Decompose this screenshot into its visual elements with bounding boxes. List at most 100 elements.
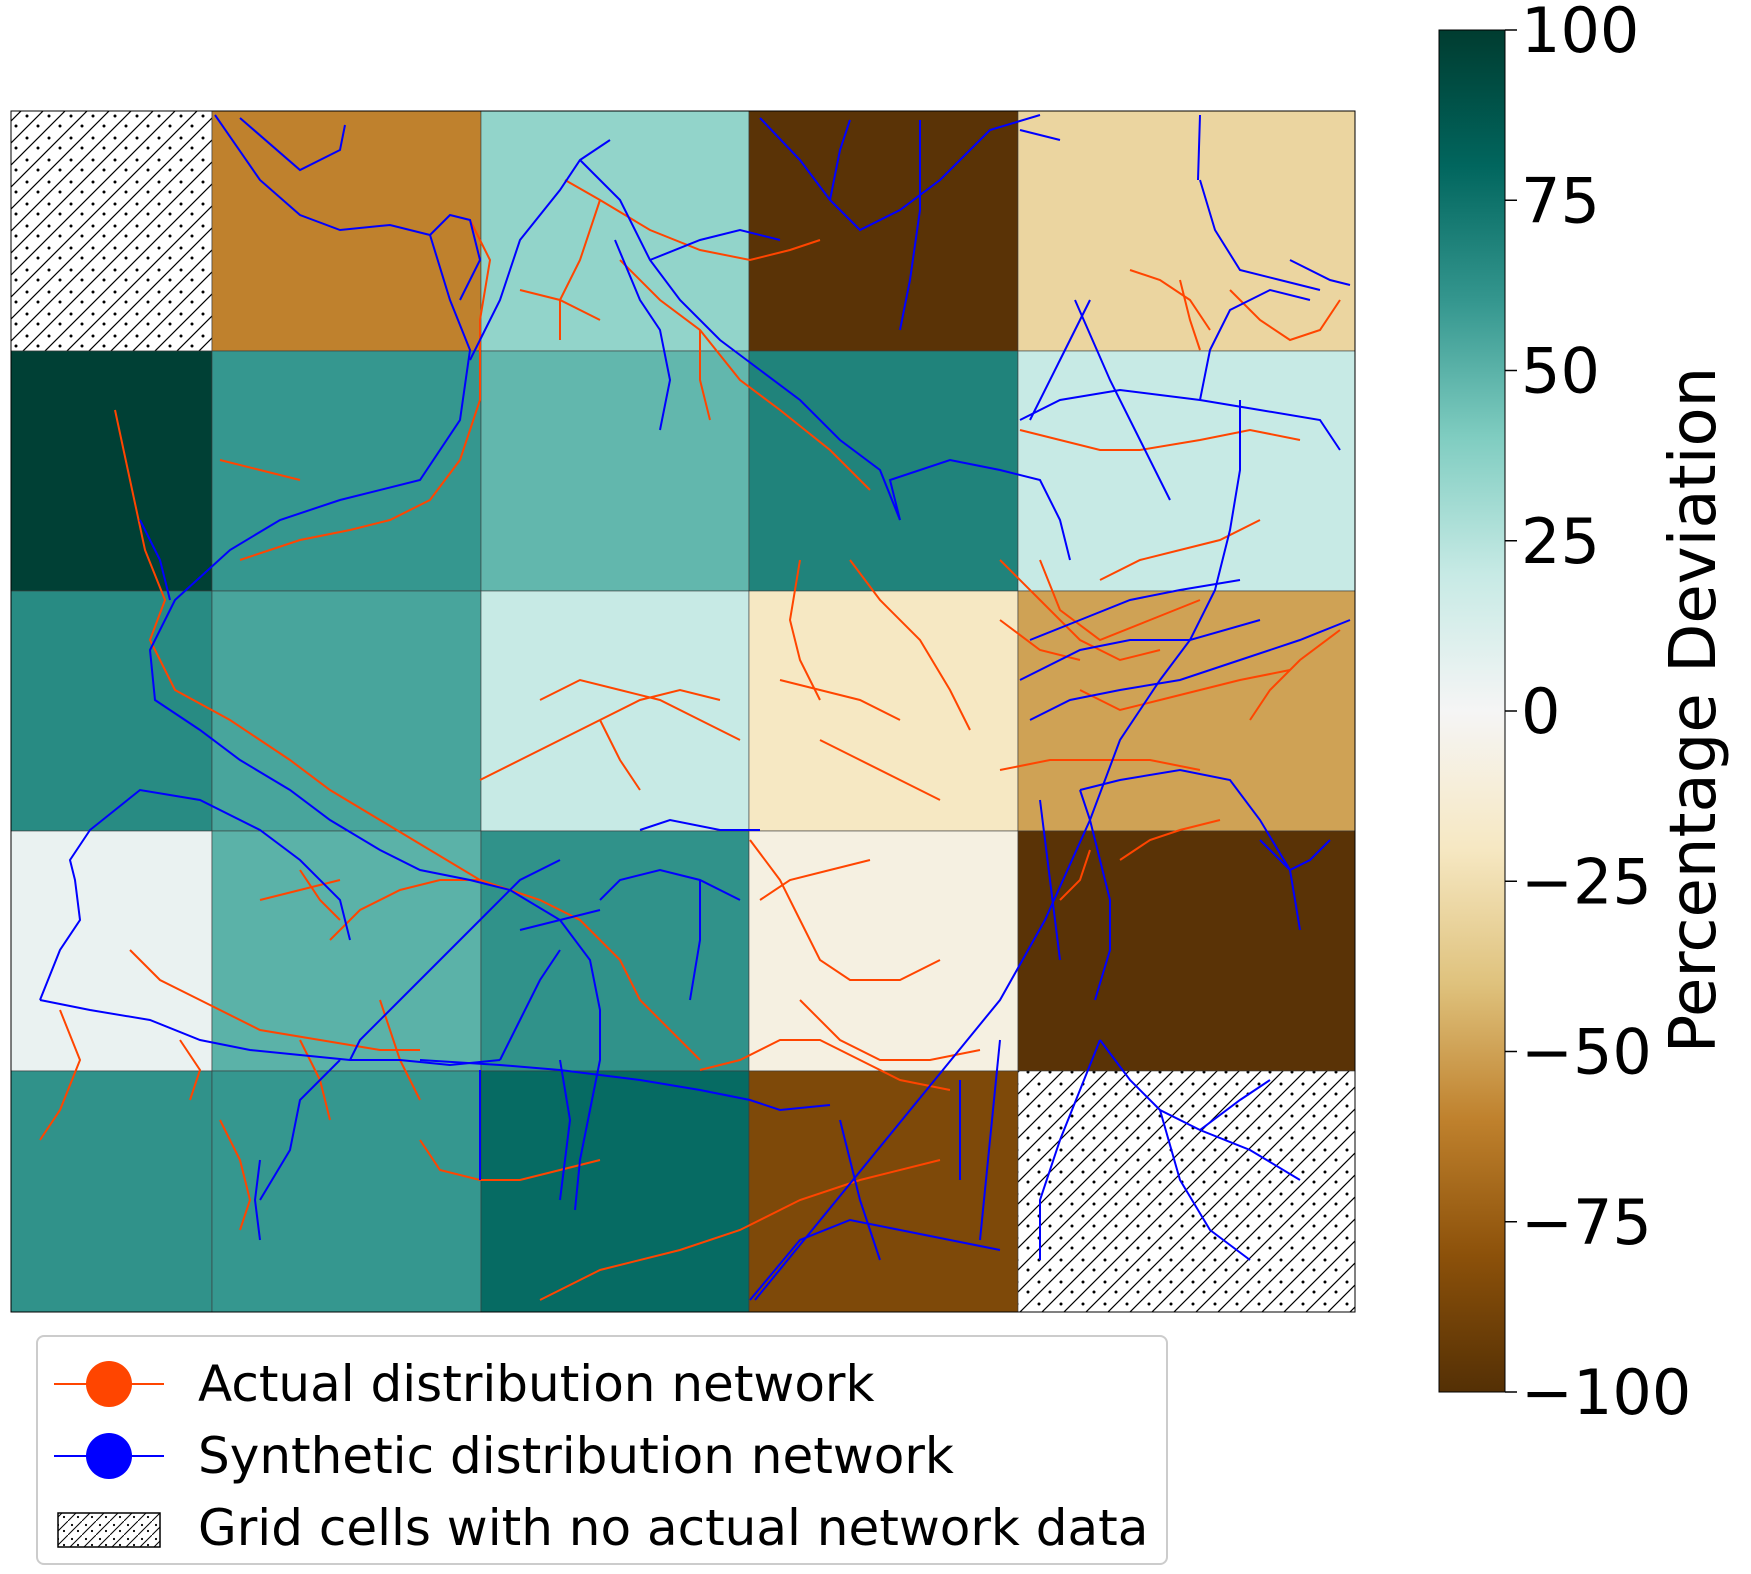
synthetic-line-6 <box>649 228 781 261</box>
actual-line-7 <box>1229 289 1341 342</box>
synthetic-line-38 <box>754 400 1241 1301</box>
actual-line-18 <box>749 839 941 981</box>
synthetic-line-1 <box>239 117 346 172</box>
synthetic-line-19 <box>1039 1039 1101 1260</box>
grid-cell-r3-c4 <box>1017 830 1356 1072</box>
actual-line-38 <box>788 559 821 701</box>
synthetic-line-34 <box>689 880 701 1001</box>
colorbar-label: Percentage Deviation <box>1657 367 1731 1054</box>
actual-line-6 <box>699 330 711 421</box>
synthetic-line-35 <box>639 818 760 831</box>
synthetic-line-25 <box>39 788 351 1001</box>
colorbar-tick-label: −50 <box>1521 1016 1652 1089</box>
synthetic-line-47 <box>1259 839 1331 872</box>
synthetic-line-13 <box>1199 179 1321 291</box>
legend: Actual distribution network Synthetic di… <box>36 1335 1168 1565</box>
actual-line-9 <box>1019 428 1301 451</box>
grid-cell-r0-c3 <box>748 110 1019 352</box>
synthetic-line-36 <box>519 909 601 931</box>
synthetic-line-2 <box>429 213 482 301</box>
synthetic-line-24 <box>1019 619 1261 681</box>
legend-label-actual: Actual distribution network <box>198 1355 875 1413</box>
synthetic-line-22 <box>1029 619 1351 721</box>
actual-line-5 <box>519 289 601 321</box>
synthetic-line-14 <box>1289 259 1351 286</box>
synthetic-line-21 <box>1199 1079 1271 1131</box>
actual-line-12 <box>1079 669 1291 712</box>
actual-line-31 <box>419 1139 601 1181</box>
synthetic-line-3 <box>469 139 611 361</box>
synthetic-line-26 <box>39 999 501 1067</box>
legend-swatch-actual <box>54 1361 164 1407</box>
synthetic-line-46 <box>749 1218 1001 1301</box>
synthetic-line-33 <box>599 868 741 901</box>
grid-cells <box>10 110 1356 1313</box>
actual-line-28 <box>39 1009 82 1141</box>
synthetic-line-28 <box>499 949 561 1061</box>
actual-line-10 <box>999 559 1161 662</box>
colorbar-tick-label: −25 <box>1521 845 1652 918</box>
grid-cell-r4-c2 <box>480 1070 750 1313</box>
synthetic-line-40 <box>1029 299 1091 421</box>
synthetic-line-5 <box>614 239 672 431</box>
actual-line-27 <box>129 949 420 1051</box>
actual-line-16 <box>1119 819 1221 861</box>
grid-cell-r3-c1 <box>211 830 482 1072</box>
actual-line-23 <box>779 679 901 721</box>
grid-cell-r3-c3 <box>748 830 1019 1072</box>
grid-cell-r4-c0 <box>10 1070 213 1313</box>
colorbar-tick-label: 75 <box>1521 164 1600 237</box>
actual-line-20 <box>699 1039 951 1091</box>
grid-cell-r2-c4 <box>1017 590 1356 832</box>
actual-line-25 <box>539 678 741 741</box>
actual-line-8 <box>1129 269 1211 331</box>
synthetic-line-10 <box>888 458 1071 561</box>
actual-line-14 <box>1099 519 1261 581</box>
legend-label-no-data: Grid cells with no actual network data <box>198 1499 1149 1557</box>
synthetic-line-42 <box>1197 114 1201 181</box>
synthetic-line-9 <box>1019 129 1061 141</box>
grid-cell-r1-c2 <box>480 350 750 592</box>
actual-line-26 <box>599 719 641 791</box>
synthetic-line-23 <box>1029 579 1241 641</box>
actual-line-36 <box>219 459 301 481</box>
colorbar-ticks: 100 75 50 25 0 −25 −50 −75 −100 <box>1505 0 1691 1429</box>
grid-cell-r1-c4 <box>1017 350 1356 592</box>
grid-cell-r0-c1 <box>211 110 482 352</box>
grid-cell-r1-c1 <box>211 350 482 592</box>
colorbar-tick-label: 0 <box>1521 675 1560 748</box>
actual-line-33 <box>539 1159 941 1301</box>
actual-line-35 <box>299 869 341 921</box>
grid-cell-r2-c1 <box>211 590 482 832</box>
synthetic-line-29 <box>259 1059 341 1201</box>
actual-line-40 <box>1179 279 1201 351</box>
legend-swatch-synthetic <box>54 1433 164 1479</box>
legend-swatch-hatch <box>57 1512 161 1548</box>
synthetic-line-30 <box>253 1159 261 1241</box>
colorbar-gradient <box>1438 29 1506 1393</box>
actual-line-41 <box>259 879 341 901</box>
legend-label-synthetic: Synthetic distribution network <box>198 1427 954 1485</box>
actual-line-42 <box>179 1039 202 1101</box>
synthetic-line-32 <box>559 1059 572 1201</box>
grid-cell-r1-c0 <box>10 350 213 592</box>
colorbar-tick-label: 25 <box>1521 505 1600 578</box>
actual-line-3 <box>559 199 601 340</box>
synthetic-line-37 <box>419 1059 831 1112</box>
actual-line-22 <box>819 739 941 801</box>
actual-line-34 <box>329 879 480 941</box>
synthetic-line-20 <box>1159 1109 1251 1261</box>
actual-line-29 <box>219 1119 252 1231</box>
synthetic-line-39 <box>1074 299 1171 501</box>
map-frame <box>10 110 1356 1313</box>
actual-line-15 <box>999 759 1201 771</box>
colorbar-tick-label: −75 <box>1521 1186 1652 1259</box>
synthetic-line-45 <box>839 1119 881 1261</box>
synthetic-line-48 <box>139 519 171 601</box>
actual-line-0 <box>114 409 701 1061</box>
actual-line-4 <box>619 259 871 491</box>
grid-cell-r3-c2 <box>480 830 750 1072</box>
synthetic-network-lines <box>39 114 1351 1301</box>
